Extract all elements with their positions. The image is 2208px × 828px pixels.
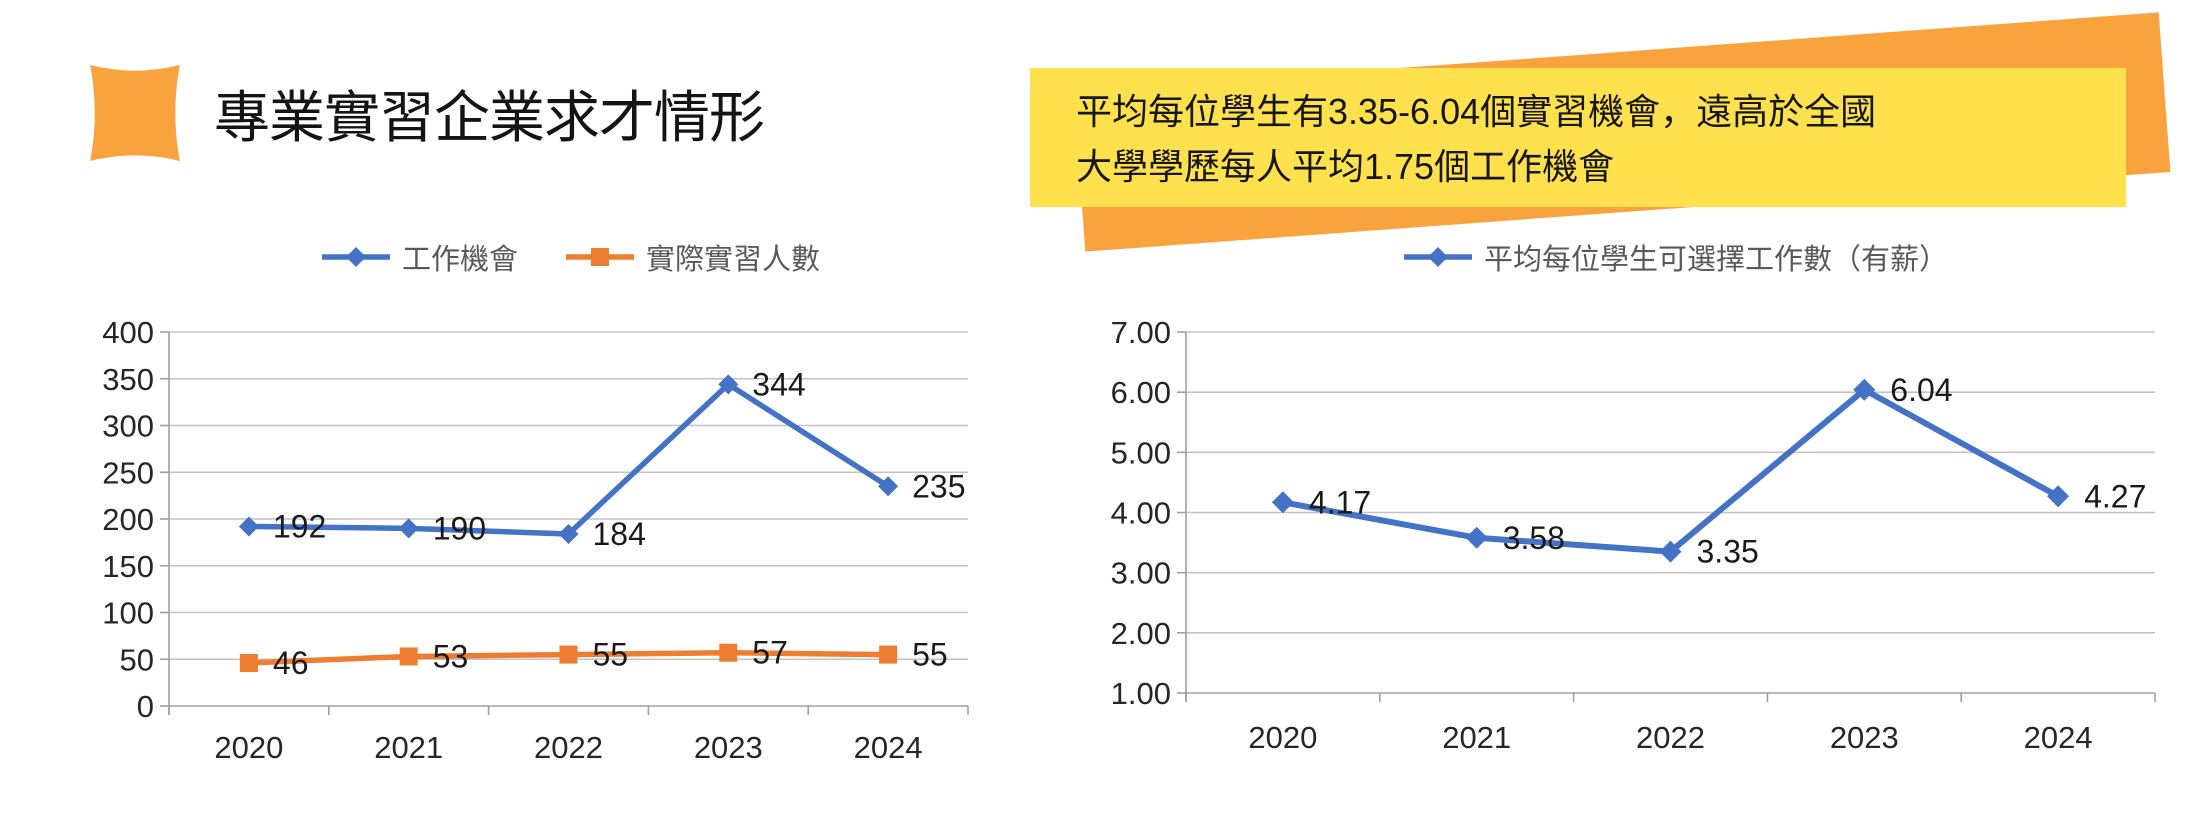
legend-item: 實際實習人數 xyxy=(564,236,820,278)
data-point-diamond-marker xyxy=(1271,491,1294,514)
y-tick-label: 4.00 xyxy=(1111,496,1171,531)
y-tick-label: 150 xyxy=(102,549,154,584)
data-label: 57 xyxy=(752,635,788,671)
left-chart-legend: 工作機會 實際實習人數 xyxy=(170,236,970,278)
y-tick-label: 50 xyxy=(120,642,154,677)
y-tick-label: 350 xyxy=(102,362,154,397)
callout-text-line-1: 平均每位學生有3.35-6.04個實習機會，遠高於全國 xyxy=(1076,91,1877,132)
data-label: 55 xyxy=(593,637,629,673)
x-tick-label: 2023 xyxy=(1830,720,1899,755)
data-point-square-marker xyxy=(719,643,738,662)
data-point-diamond-marker xyxy=(398,518,419,539)
y-tick-label: 100 xyxy=(102,596,154,631)
y-tick-label: 0 xyxy=(137,689,154,724)
data-point-diamond-marker xyxy=(1853,378,1876,401)
y-tick-label: 200 xyxy=(102,502,154,537)
data-label: 3.58 xyxy=(1503,520,1565,556)
y-tick-label: 250 xyxy=(102,455,154,490)
data-point-diamond-marker xyxy=(718,374,739,395)
right-chart-legend: 平均每位學生可選擇工作數（有薪） xyxy=(1190,236,2160,278)
data-point-square-marker xyxy=(879,645,898,664)
y-tick-label: 7.00 xyxy=(1111,315,1171,350)
x-tick-label: 2024 xyxy=(2024,720,2093,755)
data-label: 344 xyxy=(752,366,805,402)
series-line xyxy=(246,381,891,537)
legend-item: 工作機會 xyxy=(320,236,518,278)
data-label: 46 xyxy=(273,645,309,681)
y-tick-label: 400 xyxy=(102,315,154,350)
y-tick-label: 3.00 xyxy=(1111,556,1171,591)
header: 專業實習企業求才情形 xyxy=(84,60,765,166)
data-label: 190 xyxy=(433,510,486,546)
data-point-diamond-marker xyxy=(878,476,899,497)
callout-text-line-2: 大學學歷每人平均1.75個工作機會 xyxy=(1076,146,1615,187)
callout-box: 平均每位學生有3.35-6.04個實習機會，遠高於全國 大學學歷每人平均1.75… xyxy=(1030,68,2126,207)
legend-square-marker xyxy=(591,248,609,266)
data-label: 184 xyxy=(593,516,646,552)
y-tick-label: 6.00 xyxy=(1111,375,1171,410)
square-legend-marker-icon xyxy=(566,248,634,266)
legend-label: 實際實習人數 xyxy=(646,244,821,276)
data-label: 235 xyxy=(912,468,965,504)
data-point-square-marker xyxy=(559,645,578,664)
legend-item: 平均每位學生可選擇工作數（有薪） xyxy=(1402,236,1948,278)
legend-diamond-marker xyxy=(345,247,366,267)
y-tick-label: 1.00 xyxy=(1111,676,1171,711)
x-tick-label: 2021 xyxy=(374,730,443,765)
data-point-square-marker xyxy=(399,647,418,666)
data-point-diamond-marker xyxy=(558,523,579,544)
data-point-square-marker xyxy=(239,653,258,672)
data-label: 55 xyxy=(912,637,948,673)
data-label: 3.35 xyxy=(1697,534,1759,570)
concave-square-shape xyxy=(90,65,180,161)
x-tick-label: 2023 xyxy=(694,730,763,765)
data-label: 4.27 xyxy=(2084,478,2146,514)
diamond-legend-marker-icon xyxy=(1403,247,1472,267)
data-point-diamond-marker xyxy=(238,516,259,537)
title-accent-icon xyxy=(90,65,180,161)
x-tick-label: 2022 xyxy=(534,730,603,765)
x-tick-label: 2020 xyxy=(214,730,283,765)
data-label: 192 xyxy=(273,508,326,544)
data-point-diamond-marker xyxy=(2047,485,2070,508)
diamond-legend-marker-icon xyxy=(321,247,390,267)
series-line xyxy=(1279,386,2062,555)
legend-diamond-marker xyxy=(1427,247,1448,267)
x-tick-label: 2021 xyxy=(1442,720,1511,755)
data-point-diamond-marker xyxy=(1659,540,1682,563)
legend-label: 平均每位學生可選擇工作數（有薪） xyxy=(1483,244,1948,276)
data-label: 4.17 xyxy=(1309,484,1371,520)
right-chart-plot: 1.00 2.00 3.00 4.00 5.00 6.00 7.00 2020 2021 2022… xyxy=(1111,315,2156,755)
data-label: 53 xyxy=(433,638,469,674)
data-point-diamond-marker xyxy=(1465,526,1488,549)
left-chart-plot: 0 50 100 150 200 250 300 350 400 2020 2021 2022 2023… xyxy=(102,315,969,765)
x-tick-label: 2020 xyxy=(1248,720,1317,755)
y-tick-label: 300 xyxy=(102,409,154,444)
legend-label: 工作機會 xyxy=(401,244,518,276)
x-tick-label: 2022 xyxy=(1636,720,1705,755)
y-tick-label: 5.00 xyxy=(1111,435,1171,470)
data-label: 6.04 xyxy=(1890,372,1952,408)
y-tick-label: 2.00 xyxy=(1111,616,1171,651)
x-tick-label: 2024 xyxy=(854,730,923,765)
page-title: 專業實習企業求才情形 xyxy=(214,85,765,149)
